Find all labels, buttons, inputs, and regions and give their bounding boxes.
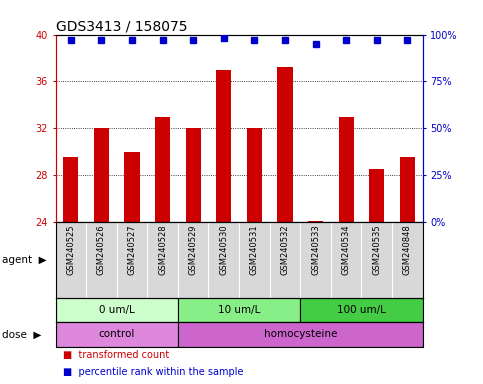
Text: dose  ▶: dose ▶ [2,329,42,339]
Bar [125,152,140,222]
Bar [339,116,354,222]
Bar [56,298,178,322]
Text: control: control [99,329,135,339]
Bar [56,322,178,347]
Text: 10 um/L: 10 um/L [218,305,260,315]
Text: GSM240527: GSM240527 [128,224,137,275]
Text: GSM240533: GSM240533 [311,224,320,275]
Text: 0 um/L: 0 um/L [99,305,135,315]
Text: ■  transformed count: ■ transformed count [63,350,169,360]
Bar [216,70,231,222]
Text: GDS3413 / 158075: GDS3413 / 158075 [56,20,187,33]
Bar [94,128,109,222]
Bar [369,169,384,222]
Bar [155,116,170,222]
Text: 100 um/L: 100 um/L [337,305,386,315]
Bar [277,67,293,222]
Text: GSM240531: GSM240531 [250,224,259,275]
Bar [247,128,262,222]
Text: GSM240848: GSM240848 [403,224,412,275]
Text: GSM240534: GSM240534 [341,224,351,275]
Text: agent  ▶: agent ▶ [2,255,47,265]
Bar [308,221,323,222]
Text: GSM240528: GSM240528 [158,224,167,275]
Bar [400,157,415,222]
Text: GSM240530: GSM240530 [219,224,228,275]
Bar [178,298,300,322]
Text: GSM240529: GSM240529 [189,224,198,275]
Text: GSM240532: GSM240532 [281,224,289,275]
Bar [178,322,423,347]
Text: GSM240525: GSM240525 [66,224,75,275]
Text: homocysteine: homocysteine [264,329,337,339]
Text: ■  percentile rank within the sample: ■ percentile rank within the sample [63,367,243,377]
Text: GSM240535: GSM240535 [372,224,381,275]
Bar [185,128,201,222]
Bar [300,298,423,322]
Bar [63,157,78,222]
Text: GSM240526: GSM240526 [97,224,106,275]
